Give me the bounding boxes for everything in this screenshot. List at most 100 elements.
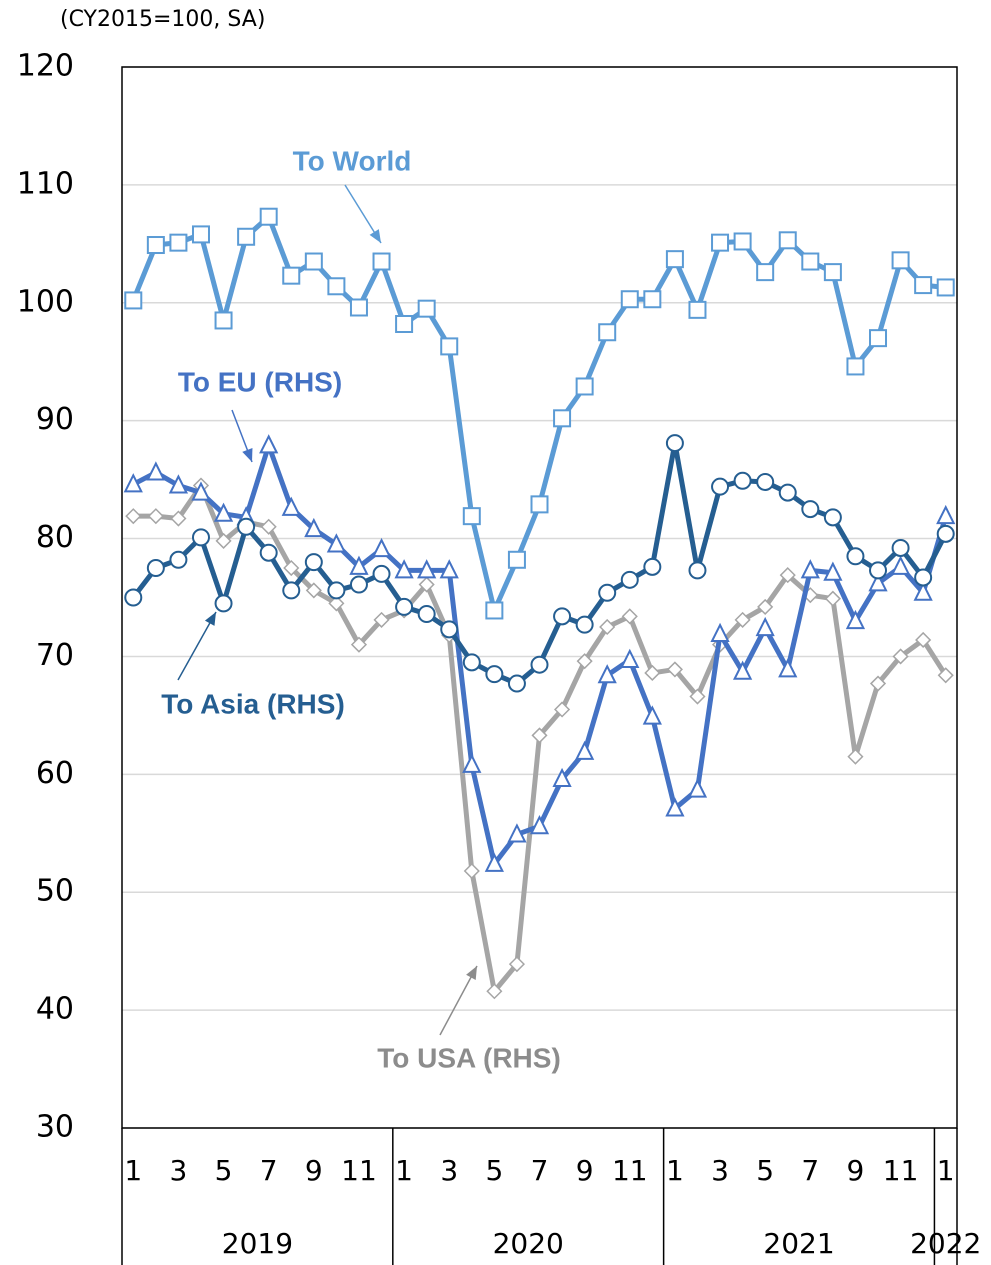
marker — [598, 323, 617, 342]
marker — [665, 434, 684, 453]
marker — [757, 598, 774, 615]
marker — [552, 767, 572, 788]
arrow-head — [466, 966, 477, 980]
marker — [304, 252, 323, 271]
y-tick-label: 90 — [36, 402, 74, 437]
marker — [394, 559, 414, 579]
y-tick-label: 80 — [36, 520, 74, 555]
y-tick-label: 60 — [36, 756, 74, 791]
marker — [349, 575, 368, 594]
marker — [892, 648, 909, 665]
arrow-head — [204, 612, 216, 626]
marker — [395, 314, 414, 333]
marker — [259, 434, 279, 454]
marker — [260, 518, 277, 535]
annotation: To World — [293, 145, 412, 176]
marker — [531, 727, 548, 744]
marker — [283, 559, 300, 577]
marker — [146, 236, 165, 255]
x-tick-label: 9 — [576, 1154, 594, 1187]
x-tick-label: 7 — [260, 1154, 278, 1187]
arrow-head — [242, 448, 253, 462]
marker — [575, 377, 594, 396]
x-tick-label: 1 — [937, 1154, 955, 1187]
marker — [846, 547, 865, 566]
marker — [914, 276, 933, 295]
marker — [823, 263, 842, 282]
marker — [191, 528, 210, 547]
marker — [687, 778, 708, 798]
marker — [755, 616, 775, 637]
marker — [462, 653, 481, 672]
marker — [553, 409, 572, 428]
marker — [417, 299, 436, 318]
marker — [688, 561, 707, 580]
x-tick-label: 5 — [215, 1154, 233, 1187]
marker — [733, 232, 752, 251]
marker — [936, 524, 955, 543]
marker — [801, 252, 820, 271]
marker — [891, 538, 910, 557]
marker — [169, 233, 188, 252]
marker — [440, 620, 459, 639]
marker — [395, 597, 414, 616]
marker — [915, 631, 932, 649]
marker — [124, 588, 143, 607]
marker — [125, 508, 142, 525]
marker — [711, 477, 730, 496]
y-tick-label: 30 — [36, 1110, 74, 1145]
series-line — [131, 440, 948, 687]
marker — [666, 661, 683, 678]
marker — [484, 852, 504, 872]
marker — [170, 510, 187, 527]
marker — [147, 508, 164, 525]
marker — [169, 550, 188, 569]
marker — [146, 559, 165, 578]
marker — [778, 231, 797, 250]
marker — [665, 250, 684, 269]
x-tick-label: 11 — [612, 1154, 648, 1187]
marker — [349, 298, 368, 317]
marker — [485, 665, 504, 684]
marker — [327, 277, 346, 296]
marker — [845, 609, 866, 630]
marker — [869, 329, 888, 348]
y-tick-label: 50 — [36, 874, 74, 909]
marker — [486, 983, 503, 1000]
x-tick-label: 7 — [531, 1154, 549, 1187]
marker — [778, 483, 797, 502]
marker — [620, 570, 639, 589]
marker — [462, 753, 482, 773]
marker — [372, 564, 391, 583]
x-tick-label: 1 — [666, 1154, 684, 1187]
marker — [937, 667, 954, 684]
plot-frame — [121, 66, 958, 1129]
marker — [576, 653, 593, 670]
marker — [417, 559, 437, 579]
marker — [621, 608, 638, 625]
marker — [237, 227, 256, 246]
marker — [800, 559, 820, 579]
marker — [326, 533, 347, 553]
x-tick-label: 11 — [341, 1154, 377, 1187]
marker — [620, 290, 639, 309]
annotation: To USA (RHS) — [377, 1042, 561, 1073]
marker — [259, 543, 278, 562]
marker — [507, 823, 527, 843]
y-tick-label: 40 — [36, 992, 74, 1027]
marker — [823, 508, 842, 527]
x-tick-label: 1 — [395, 1154, 413, 1187]
x-tick-label: 1 — [124, 1154, 142, 1187]
marker — [305, 582, 322, 599]
annotation-arrow — [439, 965, 478, 1036]
marker — [823, 561, 843, 581]
marker — [801, 500, 820, 519]
marker — [890, 555, 911, 575]
marker — [554, 701, 571, 718]
series-line — [130, 214, 946, 613]
marker — [936, 504, 956, 525]
marker — [259, 207, 278, 226]
marker — [620, 648, 640, 668]
marker — [779, 567, 796, 584]
